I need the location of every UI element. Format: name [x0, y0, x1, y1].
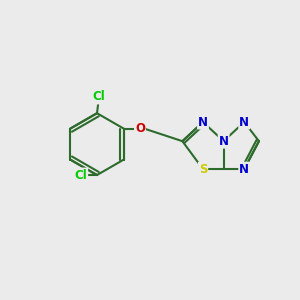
- Text: Cl: Cl: [74, 169, 87, 182]
- Text: O: O: [135, 122, 145, 135]
- Text: N: N: [198, 116, 208, 128]
- Text: N: N: [219, 135, 229, 148]
- Text: Cl: Cl: [92, 91, 105, 103]
- Text: N: N: [239, 163, 249, 176]
- Text: N: N: [239, 116, 249, 128]
- Text: S: S: [199, 163, 207, 176]
